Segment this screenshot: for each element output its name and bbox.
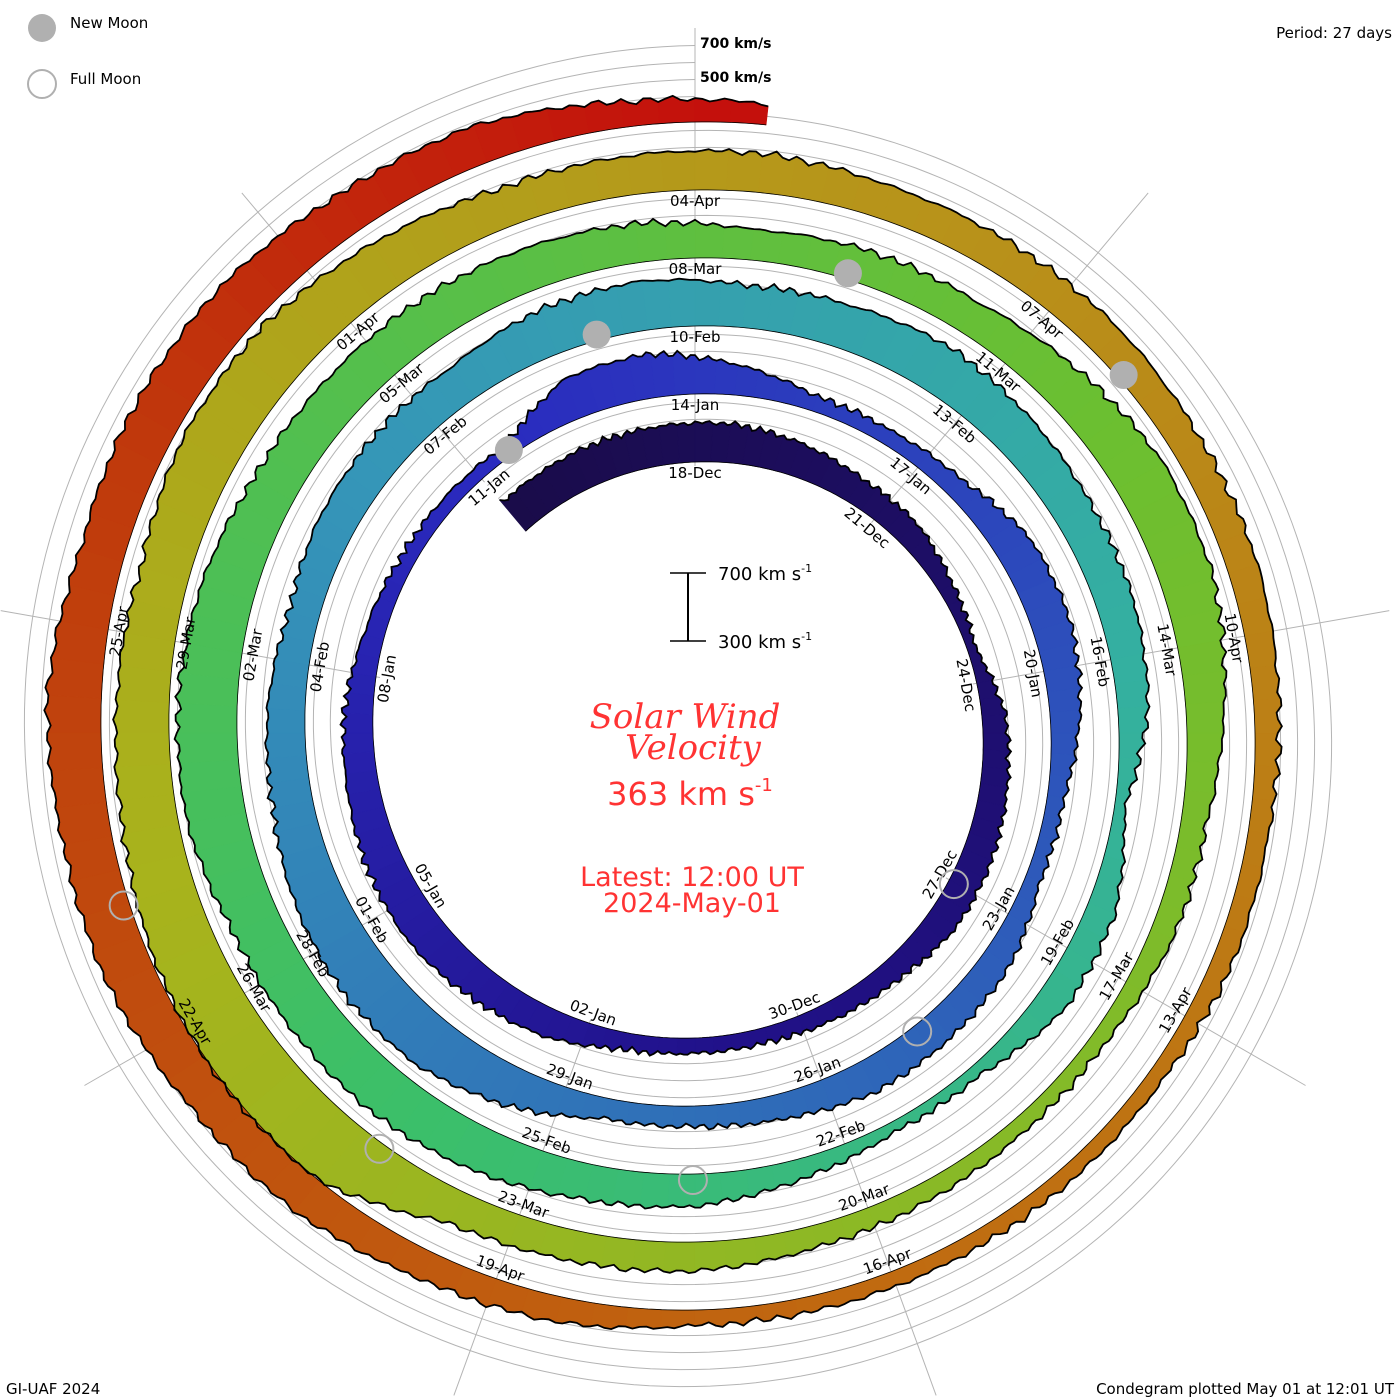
speed-band-segment xyxy=(811,1217,847,1248)
grid-label-500: 500 km/s xyxy=(700,70,771,86)
speed-band-segment xyxy=(694,420,714,463)
speed-band-segment xyxy=(921,1243,959,1274)
speed-band-segment xyxy=(1114,679,1150,709)
speed-band-segment xyxy=(749,228,784,264)
speed-band-segment xyxy=(1117,706,1150,734)
speed-band-segment xyxy=(112,698,170,734)
speed-band-segment xyxy=(676,420,696,464)
speed-band-segment xyxy=(694,1172,723,1208)
speed-band-segment xyxy=(660,150,696,192)
current-speed: 363 km s-1 xyxy=(607,775,773,813)
date-label: 04-Apr xyxy=(670,192,721,210)
speed-band-segment xyxy=(266,707,306,734)
speed-band-segment xyxy=(782,1225,818,1257)
latest-date: 2024-May-01 xyxy=(603,888,781,919)
footer-plotted: Condegram plotted May 01 at 12:01 UT xyxy=(1096,1380,1395,1398)
speed-band-segment xyxy=(726,148,763,193)
speed-band-segment xyxy=(1185,701,1225,734)
speed-band-segment xyxy=(663,1241,696,1274)
speed-band-segment xyxy=(639,1171,670,1209)
moon-phases xyxy=(108,259,1138,1196)
speed-band-segment xyxy=(43,694,102,734)
speed-band-segment xyxy=(521,1288,562,1324)
speed-band-segment xyxy=(341,751,377,775)
speed-band-segment xyxy=(694,279,722,327)
new-moon-legend-icon xyxy=(28,14,56,42)
speed-band-segment xyxy=(694,354,718,395)
speed-band-segment xyxy=(712,1034,733,1054)
speed-band-segment xyxy=(45,657,105,699)
speed-band-segment xyxy=(667,1173,696,1209)
speed-bands xyxy=(43,94,1283,1331)
speed-band-segment xyxy=(625,1306,662,1330)
speed-band-segment xyxy=(1049,710,1082,734)
speed-band-segment xyxy=(720,1169,750,1202)
speed-band-segment xyxy=(264,732,307,759)
speed-band-segment xyxy=(266,683,307,711)
new-moon-marker xyxy=(1109,361,1138,390)
speed-band-segment xyxy=(694,148,730,191)
speed-band-segment xyxy=(113,732,171,768)
baseline-spiral xyxy=(100,121,1256,1311)
speed-band-segment xyxy=(1184,761,1219,795)
full-moon-marker xyxy=(108,890,139,921)
full-moon-marker xyxy=(902,1016,933,1047)
speed-band-segment xyxy=(1182,670,1227,705)
full-moon-marker xyxy=(938,869,969,900)
new-moon-marker xyxy=(494,436,523,465)
speed-band-segment xyxy=(341,732,375,754)
grid-line-500 xyxy=(57,79,1299,1354)
new-moon-marker xyxy=(582,320,611,349)
speed-band-segment xyxy=(115,665,172,703)
speed-band-segment xyxy=(1046,687,1083,713)
speed-band-segment xyxy=(50,767,107,809)
speed-band-segment xyxy=(1254,732,1282,768)
full-moon-marker xyxy=(364,1133,395,1164)
period-label: Period: 27 days xyxy=(1276,24,1392,42)
speed-band-segment xyxy=(722,225,755,261)
speed-band-segment xyxy=(730,99,769,126)
speed-band-segment xyxy=(665,219,696,260)
scale-bottom-label: 300 km s-1 xyxy=(718,630,812,653)
speed-band-segment xyxy=(46,732,103,771)
speed-band-segment xyxy=(1234,862,1263,901)
speed-band-segment xyxy=(627,151,664,196)
new-moon-marker xyxy=(833,259,862,288)
date-label: 08-Mar xyxy=(669,260,723,278)
speed-band-segment xyxy=(951,1227,989,1259)
speed-band-segment xyxy=(976,680,1001,701)
speed-band-segment xyxy=(718,280,748,328)
speed-band-segment xyxy=(265,755,310,784)
latest-time: Latest: 12:00 UT xyxy=(580,862,804,893)
full-moon-marker xyxy=(677,1165,708,1196)
chart-title-line1: Solar Wind xyxy=(590,697,781,737)
scale-bar: 700 km s-1 300 km s-1 xyxy=(670,562,812,653)
full-moon-legend-label: Full Moon xyxy=(70,70,141,88)
full-moon-legend-icon xyxy=(27,69,57,99)
speed-band-segment xyxy=(175,702,238,734)
date-label: 14-Jan xyxy=(671,396,719,414)
spoke-line xyxy=(84,888,425,1086)
spoke-line xyxy=(796,1012,937,1396)
speed-band-segment xyxy=(341,692,375,715)
speed-band-segment xyxy=(632,1239,666,1273)
speed-band-segment xyxy=(668,278,696,328)
chart-title-line2: Velocity xyxy=(625,728,761,768)
date-label: 18-Dec xyxy=(668,464,722,482)
speed-band-segment xyxy=(795,1152,827,1179)
speed-band-segment xyxy=(1118,732,1146,760)
grid-line-600 xyxy=(40,62,1316,1371)
spoke-line xyxy=(453,1019,592,1396)
speed-outline xyxy=(43,94,1283,1331)
speed-band-segment xyxy=(593,156,633,201)
scale-top-label: 700 km s-1 xyxy=(718,562,812,585)
date-label: 10-Feb xyxy=(669,328,720,346)
speed-band-segment xyxy=(113,763,175,801)
speed-band-segment xyxy=(546,105,590,142)
speed-band-segment xyxy=(174,732,239,764)
new-moon-legend-label: New Moon xyxy=(70,14,148,32)
grid-label-700: 700 km/s xyxy=(700,36,771,52)
footer-credit: GI-UAF 2024 xyxy=(6,1380,100,1398)
